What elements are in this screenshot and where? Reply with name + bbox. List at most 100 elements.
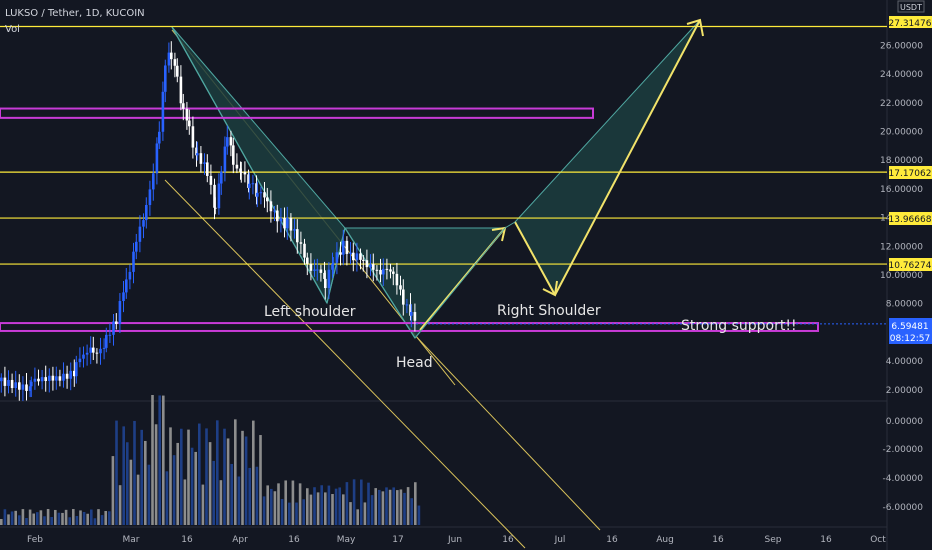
- price-label-level-3-text: 10.76274: [889, 261, 932, 271]
- candle-body: [25, 384, 28, 391]
- volume-bar: [162, 395, 165, 525]
- candle-body: [286, 217, 289, 229]
- horizontal-levels[interactable]: [0, 25, 887, 265]
- volume-bar: [21, 509, 25, 525]
- candle-body: [332, 262, 335, 265]
- time-tick-label: Feb: [27, 535, 43, 545]
- candle-body: [206, 162, 209, 176]
- candle-body: [372, 264, 375, 270]
- projection-path-3[interactable]: [554, 19, 701, 296]
- candle-body: [369, 264, 372, 268]
- volume-bar: [154, 424, 158, 525]
- candle-body: [69, 370, 72, 379]
- candle-body: [10, 379, 14, 389]
- time-tick-label: 16: [606, 535, 618, 545]
- volume-bar: [266, 485, 269, 525]
- time-tick-label: 16: [502, 535, 514, 545]
- price-tick-label: 22.00000: [880, 99, 923, 109]
- candle-body: [203, 162, 206, 164]
- volume-bar: [180, 428, 183, 525]
- annotation-head[interactable]: Head: [396, 355, 433, 371]
- volume-bar: [187, 429, 190, 525]
- annotation-left-shoulder[interactable]: Left shoulder: [264, 304, 356, 320]
- volume-bar: [18, 515, 21, 525]
- volume-bar: [378, 489, 381, 525]
- currency-label: USDT: [900, 3, 922, 12]
- volume-bar: [313, 487, 316, 525]
- volume-bar: [25, 517, 28, 525]
- price-tick-label: 2.00000: [886, 386, 923, 396]
- volume-bar: [327, 485, 331, 525]
- zones[interactable]: [0, 107, 819, 332]
- volume-bar: [392, 487, 395, 525]
- candle-body: [385, 268, 389, 270]
- price-label-top-text: 27.31476: [889, 19, 932, 29]
- annotation-support[interactable]: Strong support!!: [681, 318, 797, 334]
- candle-body: [226, 137, 229, 147]
- candle-body: [296, 229, 299, 243]
- volume-bar: [338, 487, 341, 525]
- price-tick-label: 26.00000: [880, 41, 923, 51]
- candle-body: [247, 174, 250, 188]
- volume-bar: [345, 482, 349, 525]
- time-tick-label: 16: [712, 535, 724, 545]
- price-label-level-2-text: 13.96668: [889, 215, 932, 225]
- channel-lower-line[interactable]: [164, 179, 526, 549]
- volume-bar: [172, 455, 176, 525]
- zone-box-1[interactable]: [0, 107, 594, 119]
- volume-bar: [414, 482, 417, 525]
- time-axis[interactable]: Feb Mar 16 Apr 16 May 17 Jun 16 Jul 16 Aug 16 Sep 16 Oc…: [27, 535, 886, 545]
- volume-bar: [288, 502, 291, 525]
- candle-body: [118, 301, 122, 325]
- volume-bar: [388, 489, 392, 525]
- candle-body: [188, 120, 191, 127]
- zone-box-2[interactable]: [0, 322, 819, 332]
- harmonic-pattern[interactable]: [171, 19, 701, 339]
- volume-bar: [86, 513, 89, 525]
- candle-body: [182, 103, 185, 109]
- projection-arrows[interactable]: [414, 18, 704, 339]
- time-tick-label: Jul: [554, 535, 566, 545]
- projection-path-2[interactable]: [514, 221, 556, 296]
- channel-lower-line-2[interactable]: [409, 329, 601, 531]
- candle-body: [352, 252, 355, 261]
- volume-bar: [298, 483, 302, 525]
- candle-body: [259, 192, 263, 194]
- candle-body: [269, 201, 273, 212]
- candle-body: [306, 257, 309, 264]
- volume-bar: [291, 480, 295, 525]
- volume-bar: [100, 515, 104, 525]
- candle-body: [73, 370, 76, 377]
- volume-bar: [54, 509, 57, 525]
- volume-bar: [374, 488, 377, 525]
- candle-body: [375, 269, 379, 271]
- volume-tick-label: -2.00000: [883, 445, 924, 455]
- currency-badge: USDT: [897, 0, 925, 13]
- candle-body: [44, 377, 47, 381]
- candle-body: [30, 381, 33, 387]
- candle-body: [303, 243, 306, 258]
- volume-bar: [367, 482, 370, 525]
- candle-body: [223, 146, 227, 172]
- volume-bar: [104, 510, 107, 525]
- candle-body: [89, 347, 92, 353]
- annotation-right-shoulder[interactable]: Right Shoulder: [497, 303, 601, 319]
- volume-bar: [111, 456, 115, 525]
- volume-bar: [252, 420, 255, 525]
- volume-bar: [194, 451, 197, 525]
- volume-bar: [399, 489, 403, 525]
- volume-bar: [43, 516, 46, 525]
- volume-bar: [97, 509, 100, 525]
- candle-body: [327, 269, 331, 289]
- candle-body: [220, 171, 223, 184]
- volume-bar: [320, 485, 323, 525]
- candle-body: [392, 271, 395, 274]
- time-tick-label: Aug: [656, 535, 674, 545]
- candle-body: [92, 347, 95, 353]
- candle-body: [48, 375, 51, 381]
- candle-body: [132, 251, 135, 272]
- volume-bar: [403, 492, 406, 525]
- price-tick-label: 4.00000: [886, 357, 923, 367]
- time-tick-label: 16: [181, 535, 193, 545]
